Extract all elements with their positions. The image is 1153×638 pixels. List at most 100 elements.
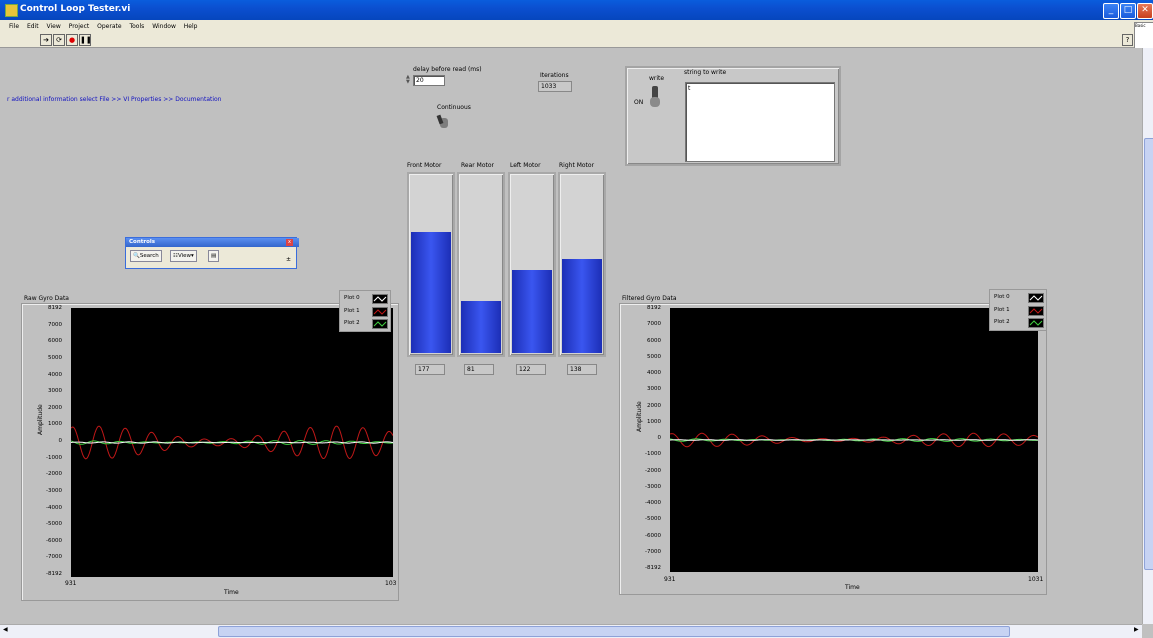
- legend-label: Plot 2: [344, 320, 360, 326]
- run-arrow-icon[interactable]: ➔: [40, 34, 52, 46]
- scroll-left-icon[interactable]: ◀: [3, 626, 8, 633]
- legend-entry[interactable]: Plot 2: [994, 316, 1046, 328]
- delay-input[interactable]: 20: [413, 75, 445, 86]
- menu-help[interactable]: Help: [183, 23, 198, 30]
- raw-legend[interactable]: Plot 0 Plot 1 Plot 2: [339, 290, 391, 332]
- toggle-base: [440, 118, 448, 128]
- raw-gyro-svg: [71, 425, 393, 460]
- write-group: write ON string to write t: [625, 66, 841, 166]
- menu-operate[interactable]: Operate: [97, 23, 122, 30]
- palette-close-icon[interactable]: x: [286, 239, 293, 246]
- toolbar: ➔ ⟳ ● ❚❚ ?: [0, 33, 1153, 48]
- y-tick-label: 4000: [48, 371, 62, 378]
- legend-entry[interactable]: Plot 1: [994, 304, 1046, 316]
- window-title: Control Loop Tester.vi: [20, 4, 131, 14]
- menu-window[interactable]: Window: [152, 23, 176, 30]
- menu-edit[interactable]: Edit: [26, 23, 39, 30]
- palette-search-button[interactable]: 🔍Search: [130, 250, 162, 262]
- y-tick-label: 0: [657, 435, 662, 441]
- rear-motor-fill: [461, 300, 501, 353]
- controls-palette-title: Controls: [126, 238, 299, 247]
- y-tick-label: -8192: [645, 565, 661, 571]
- view-label: View: [177, 253, 191, 259]
- y-tick-label: -5000: [645, 516, 661, 523]
- series-line-plot-0: [71, 441, 393, 444]
- palette-pin-icon[interactable]: ±: [286, 256, 292, 263]
- legend-label: Plot 0: [994, 294, 1010, 300]
- run-continuous-icon[interactable]: ⟳: [53, 34, 65, 46]
- legend-entry[interactable]: Plot 0: [344, 292, 390, 304]
- legend-entry[interactable]: Plot 1: [344, 305, 390, 317]
- vertical-scrollbar[interactable]: [1142, 48, 1153, 624]
- documentation-hint: r additional information select File >> …: [7, 96, 222, 103]
- front-motor-fill: [411, 232, 451, 353]
- horizontal-scrollbar[interactable]: ◀ ▶: [0, 624, 1142, 638]
- continuous-label: Continuous: [437, 104, 471, 111]
- chevron-down-icon: ▾: [191, 253, 194, 259]
- menu-items: File Edit View Project Operate Tools Win…: [6, 20, 200, 33]
- delay-increment-arrows[interactable]: ▲ ▼: [406, 74, 410, 85]
- series-line-plot-1: [71, 425, 393, 460]
- minimize-button[interactable]: _: [1103, 3, 1119, 19]
- maximize-button[interactable]: □: [1120, 3, 1136, 19]
- y-tick-label: 8192: [48, 305, 62, 311]
- menu-tools[interactable]: Tools: [129, 23, 145, 30]
- left-motor-label: Left Motor: [510, 162, 541, 169]
- series-line-plot-0: [670, 439, 1038, 441]
- controls-palette[interactable]: Controls x 🔍Search ☷View▾ ▤ ±: [125, 237, 299, 269]
- palette-view-button[interactable]: ☷View▾: [170, 250, 197, 262]
- context-help-icon[interactable]: ?: [1122, 34, 1133, 46]
- legend-swatch: [1028, 293, 1044, 303]
- filtered-gyro-svg: [670, 432, 1038, 448]
- filtered-y-ticks: 8192 7000 6000 5000 4000 3000 2000 1000 0 -1000 -2…: [627, 305, 669, 575]
- filtered-plot-area[interactable]: [670, 308, 1038, 572]
- title-bar: Control Loop Tester.vi _ □ ✕: [0, 0, 1153, 20]
- vertical-scroll-thumb[interactable]: [1144, 138, 1153, 570]
- menu-bar: File Edit View Project Operate Tools Win…: [0, 20, 1153, 34]
- labview-app-icon: [5, 4, 18, 17]
- y-tick-label: 2000: [48, 404, 62, 411]
- string-to-write-input[interactable]: t: [685, 82, 835, 162]
- y-tick-label: -6000: [645, 532, 661, 539]
- write-toggle[interactable]: [649, 86, 663, 108]
- iterations-label: Iterations: [540, 72, 569, 79]
- right-motor-fill: [562, 259, 602, 353]
- right-motor-label: Right Motor: [559, 162, 595, 169]
- right-motor-value: 138: [567, 364, 597, 375]
- filtered-legend[interactable]: Plot 0 Plot 1 Plot 2: [989, 289, 1047, 331]
- y-tick-label: -2000: [645, 467, 661, 474]
- raw-plot-area[interactable]: [71, 308, 393, 577]
- menu-view[interactable]: View: [46, 23, 61, 30]
- legend-label: Plot 1: [344, 307, 360, 314]
- toggle-base: [650, 97, 660, 107]
- y-tick-label: 4000: [647, 370, 661, 376]
- filtered-ylabel: Amplitude: [636, 401, 643, 432]
- rear-motor-label: Rear Motor: [461, 162, 494, 169]
- menu-project[interactable]: Project: [68, 23, 90, 30]
- iterations-indicator: 1033: [538, 81, 572, 92]
- menu-file[interactable]: File: [9, 23, 20, 30]
- view-icon: ☷: [173, 253, 178, 259]
- basic-palette-label: Basic: [1135, 23, 1146, 28]
- raw-ylabel: Amplitude: [37, 404, 44, 435]
- pause-icon[interactable]: ❚❚: [79, 34, 92, 46]
- y-tick-label: -3000: [46, 487, 62, 494]
- continuous-toggle[interactable]: [436, 114, 451, 129]
- y-tick-label: -2000: [46, 471, 62, 478]
- close-button[interactable]: ✕: [1137, 3, 1153, 19]
- basic-palette-tab[interactable]: Basic: [1134, 22, 1153, 49]
- left-motor-tank: [508, 172, 556, 357]
- palette-options-button[interactable]: ▤: [208, 250, 220, 262]
- left-motor-value: 122: [516, 364, 546, 375]
- legend-entry[interactable]: Plot 2: [344, 317, 390, 329]
- on-label: ON: [634, 99, 644, 106]
- y-tick-label: -5000: [46, 521, 62, 528]
- horizontal-scroll-thumb[interactable]: [218, 626, 1010, 637]
- rear-motor-tank: [457, 172, 505, 357]
- scroll-right-icon[interactable]: ▶: [1134, 626, 1139, 633]
- legend-entry[interactable]: Plot 0: [994, 291, 1046, 303]
- filtered-xmax: 1031: [1028, 576, 1044, 583]
- options-icon: ▤: [211, 253, 217, 259]
- abort-stop-icon[interactable]: ●: [66, 34, 78, 46]
- legend-label: Plot 1: [994, 306, 1010, 313]
